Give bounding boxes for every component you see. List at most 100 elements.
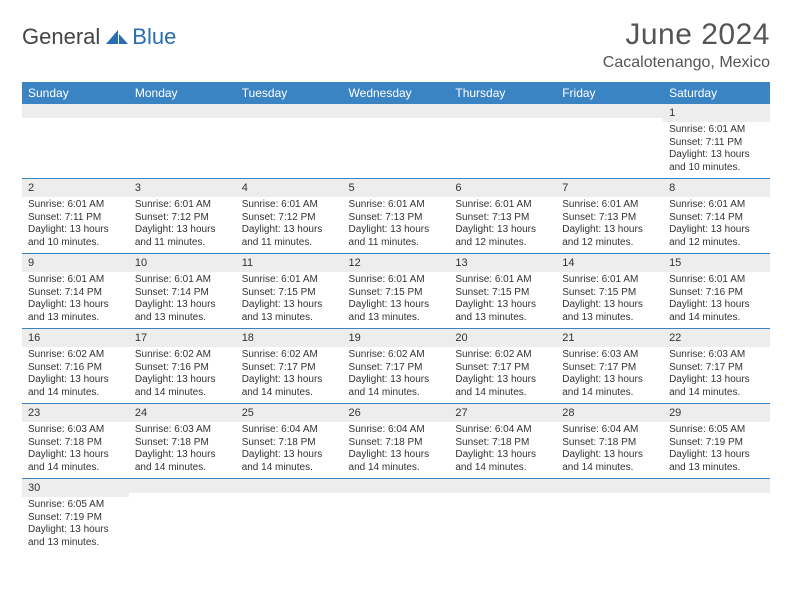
day-number: 1 — [663, 104, 770, 122]
day-details: Sunrise: 6:02 AMSunset: 7:17 PMDaylight:… — [236, 347, 343, 403]
day-details: Sunrise: 6:01 AMSunset: 7:12 PMDaylight:… — [129, 197, 236, 253]
sunset-line: Sunset: 7:15 PM — [455, 287, 550, 300]
day-number: 26 — [343, 404, 450, 422]
calendar-cell — [129, 479, 236, 554]
sunset-line: Sunset: 7:18 PM — [562, 437, 657, 450]
calendar-cell: 9Sunrise: 6:01 AMSunset: 7:14 PMDaylight… — [22, 254, 129, 329]
daylight-line: Daylight: 13 hours and 13 minutes. — [28, 524, 123, 549]
calendar-row: 2Sunrise: 6:01 AMSunset: 7:11 PMDaylight… — [22, 179, 770, 254]
day-details: Sunrise: 6:01 AMSunset: 7:11 PMDaylight:… — [22, 197, 129, 253]
day-number: 29 — [663, 404, 770, 422]
sunrise-line: Sunrise: 6:02 AM — [28, 349, 123, 362]
daylight-line: Daylight: 13 hours and 14 minutes. — [28, 374, 123, 399]
day-details: Sunrise: 6:01 AMSunset: 7:14 PMDaylight:… — [129, 272, 236, 328]
day-details: Sunrise: 6:03 AMSunset: 7:18 PMDaylight:… — [22, 422, 129, 478]
sunset-line: Sunset: 7:17 PM — [242, 362, 337, 375]
sunset-line: Sunset: 7:12 PM — [242, 212, 337, 225]
sunset-line: Sunset: 7:19 PM — [669, 437, 764, 450]
daylight-line: Daylight: 13 hours and 10 minutes. — [28, 224, 123, 249]
day-number: 21 — [556, 329, 663, 347]
day-details: Sunrise: 6:05 AMSunset: 7:19 PMDaylight:… — [22, 497, 129, 553]
daylight-line: Daylight: 13 hours and 12 minutes. — [562, 224, 657, 249]
calendar-cell: 28Sunrise: 6:04 AMSunset: 7:18 PMDayligh… — [556, 404, 663, 479]
sunset-line: Sunset: 7:18 PM — [28, 437, 123, 450]
calendar-cell: 7Sunrise: 6:01 AMSunset: 7:13 PMDaylight… — [556, 179, 663, 254]
calendar-cell: 20Sunrise: 6:02 AMSunset: 7:17 PMDayligh… — [449, 329, 556, 404]
calendar-cell: 18Sunrise: 6:02 AMSunset: 7:17 PMDayligh… — [236, 329, 343, 404]
sunset-line: Sunset: 7:13 PM — [455, 212, 550, 225]
calendar-cell: 21 Sunrise: 6:03 AMSunset: 7:17 PMDayligh… — [556, 329, 663, 404]
brand-logo: General Blue — [22, 24, 176, 50]
daylight-line: Daylight: 13 hours and 11 minutes. — [349, 224, 444, 249]
sunrise-line: Sunrise: 6:01 AM — [455, 274, 550, 287]
daylight-line: Daylight: 13 hours and 14 minutes. — [455, 374, 550, 399]
sunrise-line: Sunrise: 6:01 AM — [135, 199, 230, 212]
calendar-cell — [343, 479, 450, 554]
calendar-cell: 6Sunrise: 6:01 AMSunset: 7:13 PMDaylight… — [449, 179, 556, 254]
day-details: Sunrise: 6:02 AMSunset: 7:16 PMDaylight:… — [129, 347, 236, 403]
sunset-line: Sunset: 7:17 PM — [562, 362, 657, 375]
daylight-line: Daylight: 13 hours and 11 minutes. — [135, 224, 230, 249]
calendar-row: 16Sunrise: 6:02 AMSunset: 7:16 PMDayligh… — [22, 329, 770, 404]
daylight-line: Daylight: 13 hours and 13 minutes. — [455, 299, 550, 324]
sunset-line: Sunset: 7:18 PM — [135, 437, 230, 450]
sunrise-line: Sunrise: 6:02 AM — [349, 349, 444, 362]
calendar-cell: 11Sunrise: 6:01 AMSunset: 7:15 PMDayligh… — [236, 254, 343, 329]
calendar-cell: 10Sunrise: 6:01 AMSunset: 7:14 PMDayligh… — [129, 254, 236, 329]
day-number: 30 — [22, 479, 129, 497]
weekday-header: Friday — [556, 82, 663, 104]
daylight-line: Daylight: 13 hours and 14 minutes. — [669, 299, 764, 324]
sunrise-line: Sunrise: 6:03 AM — [562, 349, 657, 362]
calendar-cell — [22, 104, 129, 179]
calendar-row: 9Sunrise: 6:01 AMSunset: 7:14 PMDaylight… — [22, 254, 770, 329]
day-details: Sunrise: 6:04 AMSunset: 7:18 PMDaylight:… — [556, 422, 663, 478]
day-number: 24 — [129, 404, 236, 422]
sunrise-line: Sunrise: 6:04 AM — [349, 424, 444, 437]
day-details: Sunrise: 6:04 AMSunset: 7:18 PMDaylight:… — [236, 422, 343, 478]
calendar-cell: 17Sunrise: 6:02 AMSunset: 7:16 PMDayligh… — [129, 329, 236, 404]
day-number-bar — [449, 479, 556, 493]
daylight-line: Daylight: 13 hours and 14 minutes. — [562, 374, 657, 399]
day-details: Sunrise: 6:03 AMSunset: 7:17 PMDaylight:… — [663, 347, 770, 403]
daylight-line: Daylight: 13 hours and 14 minutes. — [349, 449, 444, 474]
daylight-line: Daylight: 13 hours and 11 minutes. — [242, 224, 337, 249]
day-details: Sunrise: 6:01 AMSunset: 7:15 PMDaylight:… — [449, 272, 556, 328]
sunset-line: Sunset: 7:13 PM — [349, 212, 444, 225]
sunrise-line: Sunrise: 6:04 AM — [455, 424, 550, 437]
sunrise-line: Sunrise: 6:01 AM — [669, 274, 764, 287]
sunset-line: Sunset: 7:17 PM — [669, 362, 764, 375]
day-number-bar — [236, 479, 343, 493]
weekday-header: Thursday — [449, 82, 556, 104]
sunset-line: Sunset: 7:15 PM — [349, 287, 444, 300]
calendar-cell: 8Sunrise: 6:01 AMSunset: 7:14 PMDaylight… — [663, 179, 770, 254]
calendar-cell — [663, 479, 770, 554]
calendar-cell — [556, 104, 663, 179]
day-details: Sunrise: 6:01 AMSunset: 7:12 PMDaylight:… — [236, 197, 343, 253]
weekday-header: Wednesday — [343, 82, 450, 104]
sunrise-line: Sunrise: 6:01 AM — [135, 274, 230, 287]
calendar-cell: 2Sunrise: 6:01 AMSunset: 7:11 PMDaylight… — [22, 179, 129, 254]
daylight-line: Daylight: 13 hours and 13 minutes. — [242, 299, 337, 324]
sunset-line: Sunset: 7:16 PM — [28, 362, 123, 375]
weekday-header: Saturday — [663, 82, 770, 104]
sunrise-line: Sunrise: 6:01 AM — [669, 199, 764, 212]
daylight-line: Daylight: 13 hours and 14 minutes. — [28, 449, 123, 474]
day-number: 2 — [22, 179, 129, 197]
day-number-bar — [236, 104, 343, 118]
day-details: Sunrise: 6:01 AMSunset: 7:15 PMDaylight:… — [556, 272, 663, 328]
day-number: 27 — [449, 404, 556, 422]
day-number: 8 — [663, 179, 770, 197]
day-number: 6 — [449, 179, 556, 197]
calendar-row: 23Sunrise: 6:03 AMSunset: 7:18 PMDayligh… — [22, 404, 770, 479]
calendar-cell: 30Sunrise: 6:05 AMSunset: 7:19 PMDayligh… — [22, 479, 129, 554]
day-details: Sunrise: 6:01 AMSunset: 7:13 PMDaylight:… — [556, 197, 663, 253]
sunrise-line: Sunrise: 6:05 AM — [669, 424, 764, 437]
daylight-line: Daylight: 13 hours and 13 minutes. — [349, 299, 444, 324]
sunrise-line: Sunrise: 6:01 AM — [349, 274, 444, 287]
day-number: 16 — [22, 329, 129, 347]
sunset-line: Sunset: 7:18 PM — [349, 437, 444, 450]
calendar-cell — [449, 104, 556, 179]
daylight-line: Daylight: 13 hours and 14 minutes. — [242, 449, 337, 474]
sunset-line: Sunset: 7:16 PM — [669, 287, 764, 300]
calendar-cell: 22Sunrise: 6:03 AMSunset: 7:17 PMDayligh… — [663, 329, 770, 404]
